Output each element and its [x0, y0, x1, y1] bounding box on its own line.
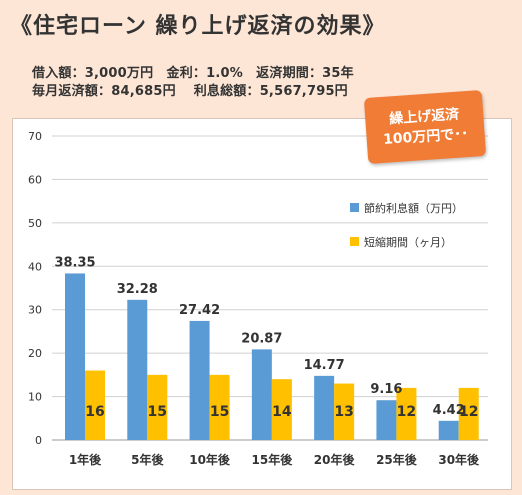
x-tick-labels: 1年後 5年後 10年後 15年後 20年後 25年後 30年後 [69, 452, 480, 467]
y-tick-label: 60 [28, 173, 42, 186]
y-tick-labels: 0 10 20 30 40 50 60 70 [28, 130, 42, 447]
bar-shortened-months [85, 370, 105, 440]
x-tick-label: 10年後 [189, 452, 231, 467]
data-label-saved-interest: 38.35 [54, 255, 95, 270]
bar-saved-interest [314, 375, 335, 440]
bar-saved-interest [438, 420, 459, 440]
bars [65, 273, 479, 440]
bar-shortened-months [396, 387, 417, 440]
data-label-shortened-months: 12 [459, 404, 478, 420]
data-label-shortened-months: 13 [334, 404, 353, 420]
y-tick-label: 20 [28, 347, 42, 360]
x-tick-label: 15年後 [252, 452, 294, 467]
legend-label: 節約利息額（万円） [364, 201, 463, 215]
loan-conditions: 借入額：3,000万円 金利：1.0% 返済期間：35年 [32, 66, 354, 81]
x-tick-label: 5年後 [131, 452, 164, 467]
y-tick-label: 0 [35, 434, 42, 447]
legend-label: 短縮期間（ヶ月） [364, 235, 452, 249]
y-tick-label: 10 [28, 391, 42, 404]
bar-shortened-months [209, 374, 230, 440]
legend: 節約利息額（万円） 短縮期間（ヶ月） [350, 201, 463, 249]
bar-shortened-months [458, 387, 479, 440]
bar-saved-interest [376, 400, 397, 440]
y-tick-label: 70 [28, 130, 42, 143]
data-labels: 38.35 16 32.28 15 27.42 15 20.87 14 14.77 13 9.16 1… [54, 255, 478, 420]
x-tick-label: 20年後 [314, 452, 356, 467]
data-label-saved-interest: 9.16 [370, 382, 402, 397]
data-label-saved-interest: 14.77 [304, 358, 345, 373]
bar-shortened-months [334, 383, 355, 440]
bar-shortened-months [147, 374, 168, 440]
x-tick-label: 1年後 [69, 452, 102, 467]
data-label-shortened-months: 16 [85, 404, 104, 420]
bar-saved-interest [65, 273, 85, 440]
y-tick-label: 30 [28, 304, 42, 317]
data-label-shortened-months: 15 [210, 404, 229, 420]
bar-shortened-months [271, 379, 292, 440]
legend-swatch [350, 203, 359, 212]
x-tick-label: 30年後 [438, 452, 480, 467]
y-tick-label: 40 [28, 260, 42, 273]
page-title: 《住宅ローン 繰り上げ返済の効果》 [10, 14, 386, 39]
data-label-saved-interest: 32.28 [117, 282, 158, 297]
legend-swatch [350, 237, 359, 246]
data-label-shortened-months: 12 [397, 404, 416, 420]
x-tick-label: 25年後 [376, 452, 418, 467]
prepayment-callout: 繰上げ返済 100万円で･･ [363, 89, 487, 165]
y-tick-label: 50 [28, 217, 42, 230]
data-label-shortened-months: 14 [272, 404, 292, 420]
repayment-summary: 毎月返済額：84,685円 利息総額：5,567,795円 [32, 84, 348, 99]
data-label-saved-interest: 20.87 [241, 331, 282, 346]
data-label-shortened-months: 15 [148, 404, 167, 420]
data-label-saved-interest: 4.42 [433, 403, 465, 418]
bar-saved-interest [127, 299, 148, 440]
data-label-saved-interest: 27.42 [179, 303, 220, 318]
bar-saved-interest [251, 349, 272, 440]
bar-saved-interest [189, 320, 210, 440]
